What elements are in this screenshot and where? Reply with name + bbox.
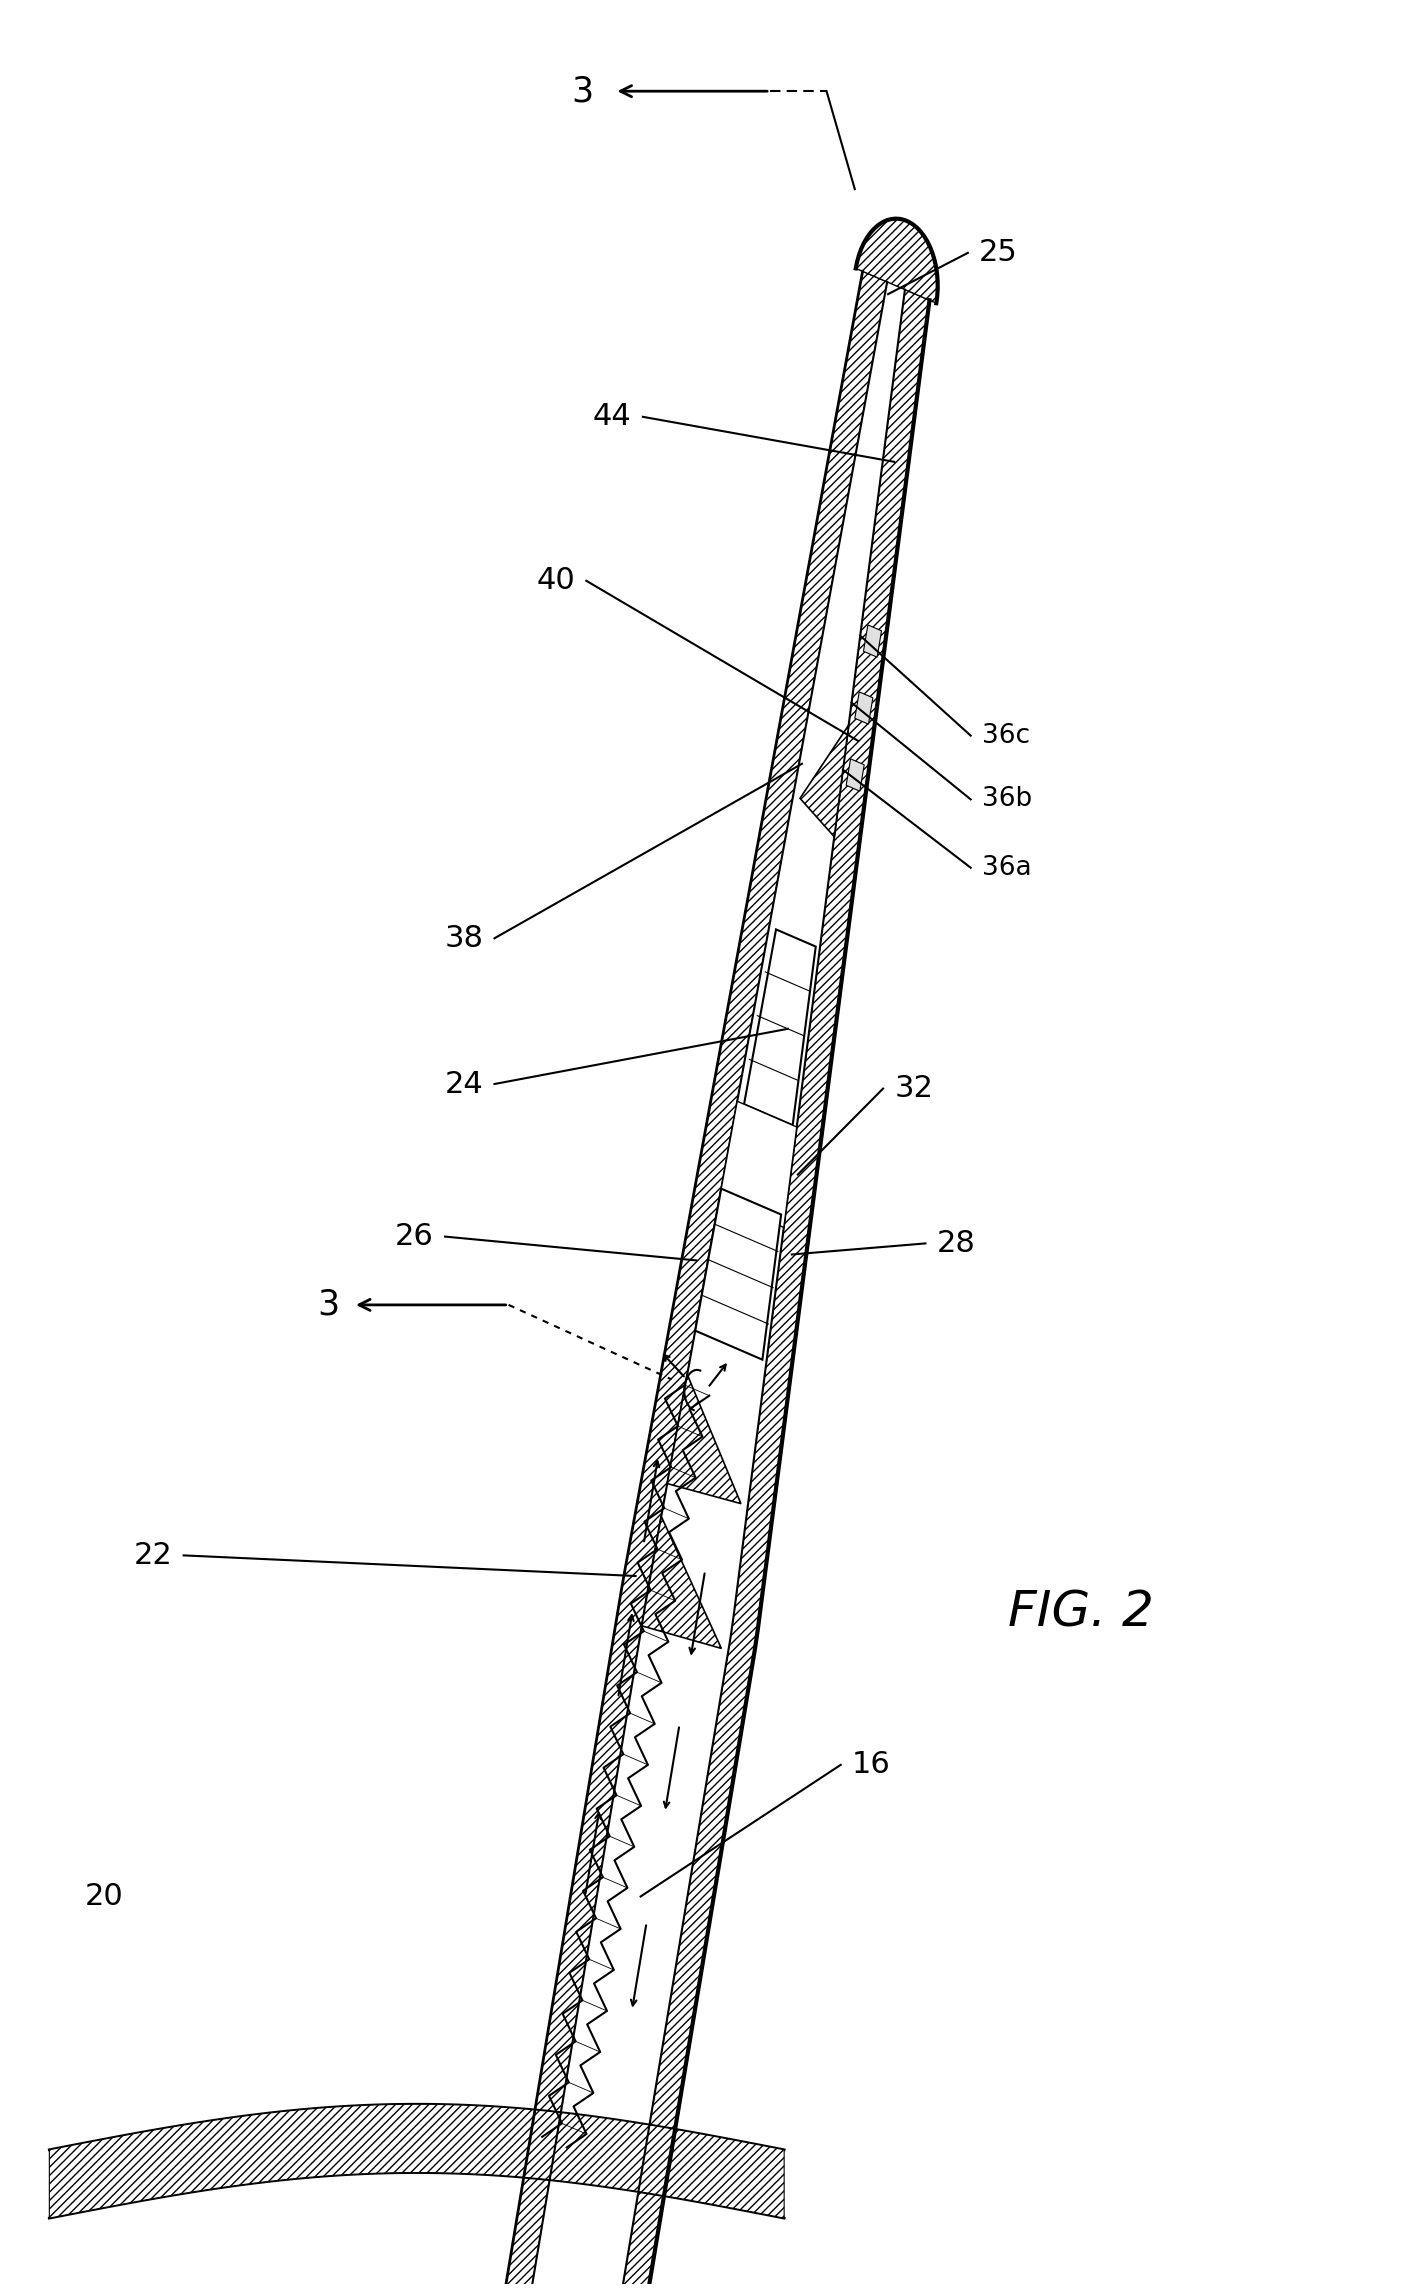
Polygon shape — [642, 1517, 722, 1650]
Polygon shape — [505, 270, 888, 2291]
Text: 20: 20 — [84, 1883, 123, 1911]
FancyArrowPatch shape — [664, 1727, 679, 1808]
Polygon shape — [743, 930, 816, 1125]
FancyArrowPatch shape — [618, 1615, 634, 1695]
Text: 16: 16 — [852, 1750, 890, 1780]
Text: 38: 38 — [444, 923, 484, 953]
FancyArrowPatch shape — [631, 1924, 646, 2005]
Polygon shape — [719, 1102, 796, 1228]
Text: 40: 40 — [537, 566, 575, 596]
Polygon shape — [846, 758, 865, 790]
Polygon shape — [531, 282, 905, 2291]
FancyArrowPatch shape — [644, 1462, 659, 1542]
Polygon shape — [695, 1189, 781, 1359]
Text: 26: 26 — [395, 1221, 434, 1251]
Polygon shape — [50, 2103, 785, 2218]
Text: 44: 44 — [592, 403, 632, 431]
Text: 3: 3 — [571, 73, 594, 108]
Text: 36b: 36b — [982, 786, 1032, 813]
Text: 36a: 36a — [982, 855, 1032, 880]
Text: 22: 22 — [134, 1542, 173, 1569]
FancyArrowPatch shape — [709, 1365, 726, 1386]
Polygon shape — [856, 218, 938, 302]
FancyArrowPatch shape — [689, 1574, 705, 1654]
Text: 3: 3 — [317, 1288, 340, 1322]
FancyArrowPatch shape — [664, 1354, 684, 1377]
Text: FIG. 2: FIG. 2 — [1007, 1588, 1154, 1636]
Polygon shape — [855, 692, 873, 724]
Text: 25: 25 — [979, 238, 1017, 268]
Polygon shape — [863, 625, 882, 658]
Text: 32: 32 — [895, 1074, 933, 1102]
FancyArrowPatch shape — [585, 1812, 601, 1892]
Text: 28: 28 — [936, 1228, 976, 1258]
Polygon shape — [801, 724, 849, 836]
Text: 36c: 36c — [982, 722, 1030, 749]
Polygon shape — [615, 289, 929, 2291]
Text: 24: 24 — [444, 1070, 484, 1097]
Polygon shape — [668, 1375, 741, 1503]
